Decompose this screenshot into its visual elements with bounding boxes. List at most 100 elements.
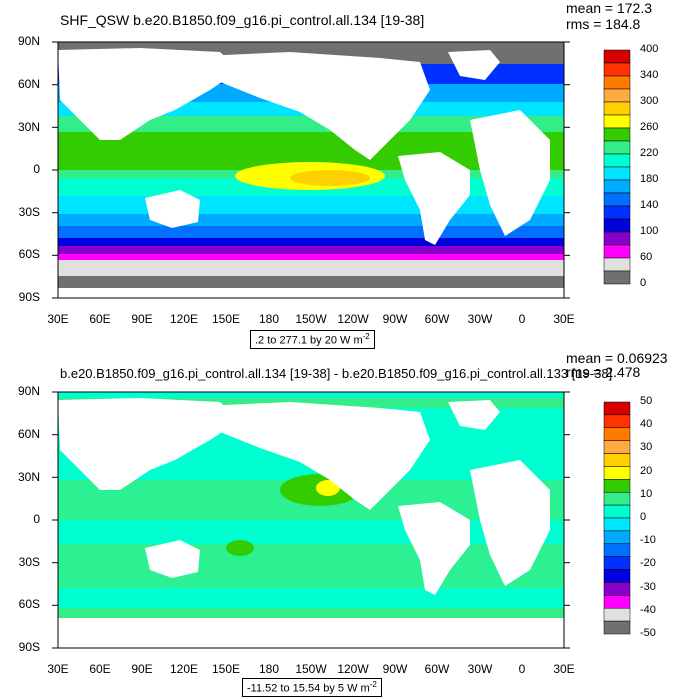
southern-magenta-band (58, 254, 564, 260)
xtick-label: 90W (382, 662, 408, 676)
mean-label: mean = 172.3 (566, 0, 653, 16)
colorbar-tick-label: 30 (640, 441, 653, 454)
colorbar-tick-label: -40 (640, 603, 656, 616)
southern-ocean-band (58, 226, 564, 238)
xtick-label: 180 (258, 312, 280, 326)
colorbar-swatch (603, 127, 631, 142)
colorbar-tick-label: 10 (640, 487, 653, 500)
xtick-label: 90W (382, 312, 408, 326)
colorbar-tick-label: 340 (640, 69, 659, 81)
ytick-label: 90N (17, 34, 40, 48)
colorbar-tick-label: -20 (640, 557, 656, 570)
colorbar-swatch (603, 414, 631, 429)
land-antarctica (58, 618, 564, 648)
land-eurasia (58, 48, 240, 140)
colorbar-tick-label: 0 (640, 277, 647, 289)
diff-band-south (58, 544, 564, 588)
ytick-label: 30N (17, 120, 40, 134)
colorbar-swatch (603, 453, 631, 467)
antarctic-grey-band (58, 260, 564, 276)
ytick-label: 30N (17, 470, 40, 484)
map-plot (52, 41, 631, 299)
colorbar-swatch (603, 401, 631, 416)
colorbar-tick-label: 50 (640, 395, 653, 407)
diff-indian-green (226, 540, 254, 556)
colorbar-swatch (603, 166, 631, 181)
land-north-america (160, 52, 430, 160)
colorbar-swatch (603, 153, 631, 168)
colorbar-tick-label: 140 (640, 199, 659, 211)
xtick-label: 30E (47, 312, 69, 326)
xtick-label: 60E (89, 312, 111, 326)
colorbar-tick-label: -30 (640, 580, 656, 593)
colorbar-swatch (603, 75, 631, 90)
ytick-label: 60N (17, 77, 40, 91)
xtick-label: 180 (258, 662, 280, 676)
diff-band-south-ocean (58, 608, 564, 618)
contour-range-box: .2 to 277.1 by 20 W m-2 (250, 330, 375, 349)
colorbar-swatch (603, 440, 631, 454)
xtick-label: 150W (295, 312, 327, 326)
map-plot (52, 391, 631, 649)
colorbar-tick-label: -10 (640, 534, 656, 547)
warm-pool-orange (290, 170, 370, 186)
southern-ocean-deep-band (58, 238, 564, 246)
land-north-america (160, 402, 430, 510)
field-layer (58, 42, 564, 298)
ytick-label: 60S (18, 247, 40, 261)
colorbar-swatch (603, 101, 631, 116)
ytick-label: 60N (17, 427, 40, 441)
ytick-label: 0 (33, 512, 40, 526)
field-layer (58, 392, 564, 648)
xtick-label: 0 (518, 662, 526, 676)
colorbar-swatch (603, 491, 631, 506)
xtick-label: 0 (518, 312, 526, 326)
colorbar-tick-label: 60 (640, 251, 653, 263)
ytick-label: 90N (17, 384, 40, 398)
colorbar-swatch (603, 556, 631, 570)
land-africa (470, 460, 550, 586)
ytick-label: 90S (18, 640, 40, 654)
colorbar-swatch (603, 88, 631, 103)
ytick-label: 30S (18, 205, 40, 219)
colorbar-swatch (603, 62, 631, 77)
land-australia (145, 540, 200, 578)
rms-label: rms = 2.478 (566, 364, 641, 380)
colorbar-swatch (603, 192, 631, 207)
colorbar (603, 401, 631, 635)
colorbar-swatch (603, 530, 631, 545)
colorbar-swatch (603, 114, 631, 129)
land-greenland (448, 400, 500, 430)
xtick-label: 150W (295, 662, 327, 676)
chart-title: SHF_QSW b.e20.B1850.f09_g16.pi_control.a… (60, 12, 425, 28)
diff-band-north (58, 398, 564, 408)
land-eurasia (58, 398, 240, 490)
land-south-america (398, 152, 470, 245)
southern-purple-band (58, 246, 564, 254)
colorbar-swatch (603, 504, 631, 519)
colorbar-tick-label: 300 (640, 95, 659, 107)
xtick-label: 120E (169, 662, 199, 676)
contour-range-text: -11.52 to 15.54 by 5 W m (247, 682, 370, 695)
xtick-label: 120W (337, 662, 369, 676)
colorbar-swatch (603, 595, 631, 609)
colorbar-tick-label: -50 (640, 627, 656, 639)
land-south-america (398, 502, 470, 595)
colorbar-swatch (603, 49, 631, 64)
colorbar-tick-label: 20 (640, 464, 653, 477)
xtick-label: 90E (131, 662, 153, 676)
tick-marks (52, 41, 570, 299)
land-greenland (448, 50, 500, 80)
colorbar-swatch (603, 244, 631, 259)
colorbar-swatch (603, 582, 631, 596)
colorbar-tick-label: 260 (640, 121, 659, 133)
colorbar-tick-label: 0 (640, 511, 647, 523)
xtick-label: 60W (424, 312, 450, 326)
colorbar-swatch (603, 466, 631, 480)
xtick-label: 30E (553, 312, 575, 326)
xtick-label: 30E (47, 662, 69, 676)
contour-range-text: .2 to 277.1 by 20 W m (255, 334, 363, 347)
colorbar-swatch (603, 517, 631, 532)
colorbar-swatch (603, 620, 631, 635)
land-australia (145, 190, 200, 228)
